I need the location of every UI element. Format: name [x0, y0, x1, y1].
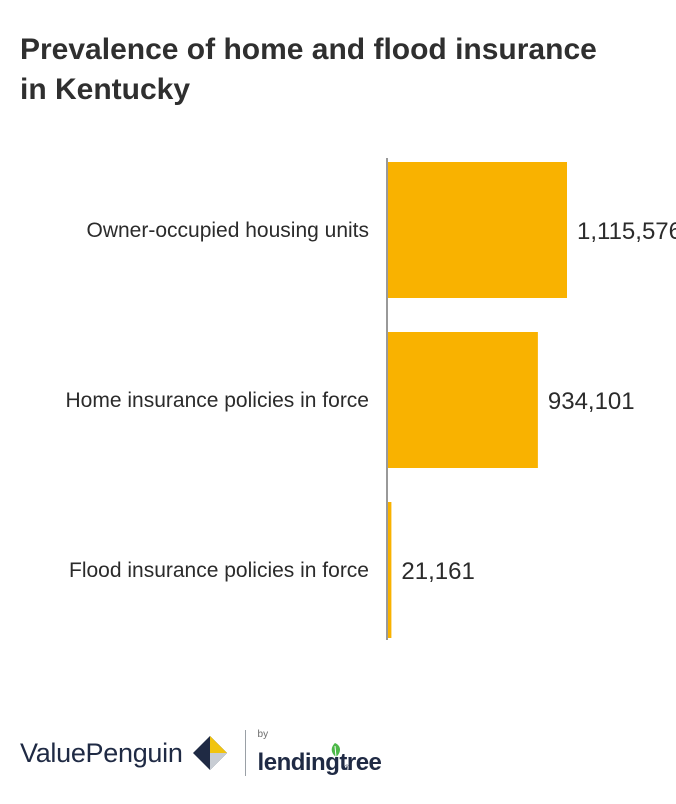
- category-label: Home insurance policies in force: [66, 389, 369, 412]
- bar-chart: Owner-occupied housing units 1,115,576 Hom…: [66, 158, 676, 640]
- lendingtree-logo: by lendingtree ®: [257, 729, 382, 776]
- category-label: Owner-occupied housing units: [87, 219, 370, 242]
- footer: ValuePenguin by lendingtree ®: [20, 728, 382, 778]
- bar-2: [388, 502, 392, 638]
- lendingtree-wordmark: lendingtree: [257, 749, 382, 776]
- value-label: 934,101: [548, 388, 635, 415]
- category-label: Flood insurance policies in force: [69, 559, 369, 582]
- footer-divider: [244, 730, 246, 776]
- value-label: 21,161: [401, 558, 474, 585]
- valuepenguin-wordmark: ValuePenguin: [20, 737, 183, 768]
- leaf-icon: [332, 743, 341, 758]
- trademark-mark: ®: [344, 765, 350, 772]
- chart-title: Prevalence of home and flood insurance i…: [20, 33, 597, 106]
- bar-1: [388, 332, 538, 468]
- valuepenguin-logo-icon: [192, 736, 227, 770]
- by-label: by: [257, 729, 269, 740]
- bar-0: [388, 162, 567, 298]
- value-label: 1,115,576: [577, 218, 676, 245]
